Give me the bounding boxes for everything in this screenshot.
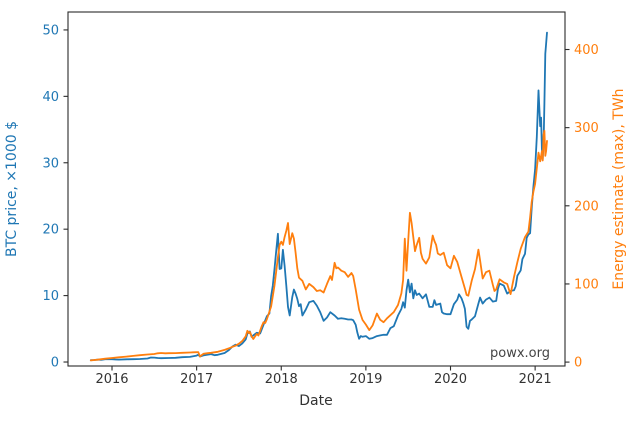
tick-label: 400 (574, 43, 599, 58)
plot-border (67, 11, 566, 367)
tick-label: 2017 (180, 372, 213, 387)
tick-label: 10 (42, 289, 59, 304)
tick-label: 0 (574, 356, 582, 371)
tick-label: 200 (574, 199, 599, 214)
tick-label: 2019 (349, 372, 382, 387)
tick-label: 2016 (95, 372, 128, 387)
btc-price-line (89, 31, 548, 362)
x-axis-label: Date (299, 393, 332, 409)
tick-label: 2018 (265, 372, 298, 387)
right-axis-label: Energy estimate (max), TWh (611, 88, 627, 289)
tick-label: 50 (42, 23, 59, 38)
left-axis-label: BTC price, ×1000 $ (4, 121, 20, 257)
tick-label: 30 (42, 156, 59, 171)
tick-label: 300 (574, 121, 599, 136)
tick-label: 2020 (434, 372, 467, 387)
tick-label: 0 (51, 356, 59, 371)
tick-label: 20 (42, 223, 59, 238)
energy-estimate-line (89, 129, 548, 362)
left-axis-ticks: 0 10 20 30 40 50 (42, 23, 68, 371)
right-axis-ticks: 0 100 200 300 400 (565, 43, 599, 371)
tick-label: 2021 (519, 372, 552, 387)
tick-label: 100 (574, 277, 599, 292)
watermark: powx.org (490, 346, 550, 361)
x-axis-ticks: 2016 2017 2018 2019 2020 2021 (95, 366, 552, 387)
tick-label: 40 (42, 90, 59, 105)
